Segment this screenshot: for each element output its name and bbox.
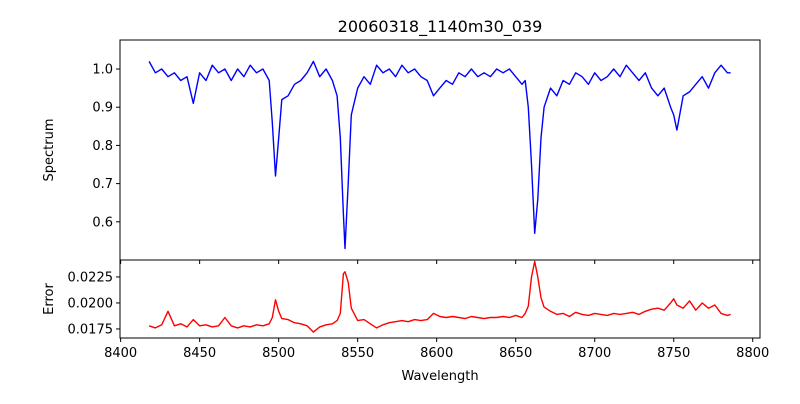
y-tick-label: 0.6 — [92, 215, 113, 230]
x-tick-label: 8650 — [499, 346, 532, 361]
error-axes: 0.0175 0.0200 0.0225 8400 8450 8500 8550 8600 86… — [68, 259, 769, 361]
y-tick-label: 0.0175 — [68, 322, 114, 337]
x-axis-label: Wavelength — [401, 369, 478, 384]
y-tick-label: 0.8 — [92, 139, 113, 154]
x-tick-label: 8500 — [262, 346, 295, 361]
spectrum-line — [148, 60, 731, 250]
error-line — [148, 260, 731, 333]
y-tick-label: 0.0200 — [68, 296, 114, 311]
axes-frame — [119, 39, 761, 261]
x-tick-label: 8700 — [578, 346, 611, 361]
x-tick-label: 8750 — [657, 346, 690, 361]
y-tick-label: 0.9 — [92, 101, 113, 116]
axes-frame — [119, 259, 761, 339]
x-tick-label: 8450 — [183, 346, 216, 361]
y-axis-label-error: Error — [42, 283, 57, 315]
x-tick-label: 8400 — [104, 346, 137, 361]
y-tick-label: 1.0 — [92, 63, 113, 78]
y-axis-label-spectrum: Spectrum — [42, 119, 57, 182]
chart-title: 20060318_1140m30_039 — [338, 17, 543, 37]
y-tick-label: 0.0225 — [68, 270, 114, 285]
x-tick-label: 8550 — [341, 346, 374, 361]
spectrum-axes: 0.6 0.7 0.8 0.9 1.0 — [92, 39, 761, 264]
x-tick-label: 8800 — [736, 346, 769, 361]
y-tick-label: 0.7 — [92, 177, 113, 192]
x-tick-label: 8600 — [420, 346, 453, 361]
